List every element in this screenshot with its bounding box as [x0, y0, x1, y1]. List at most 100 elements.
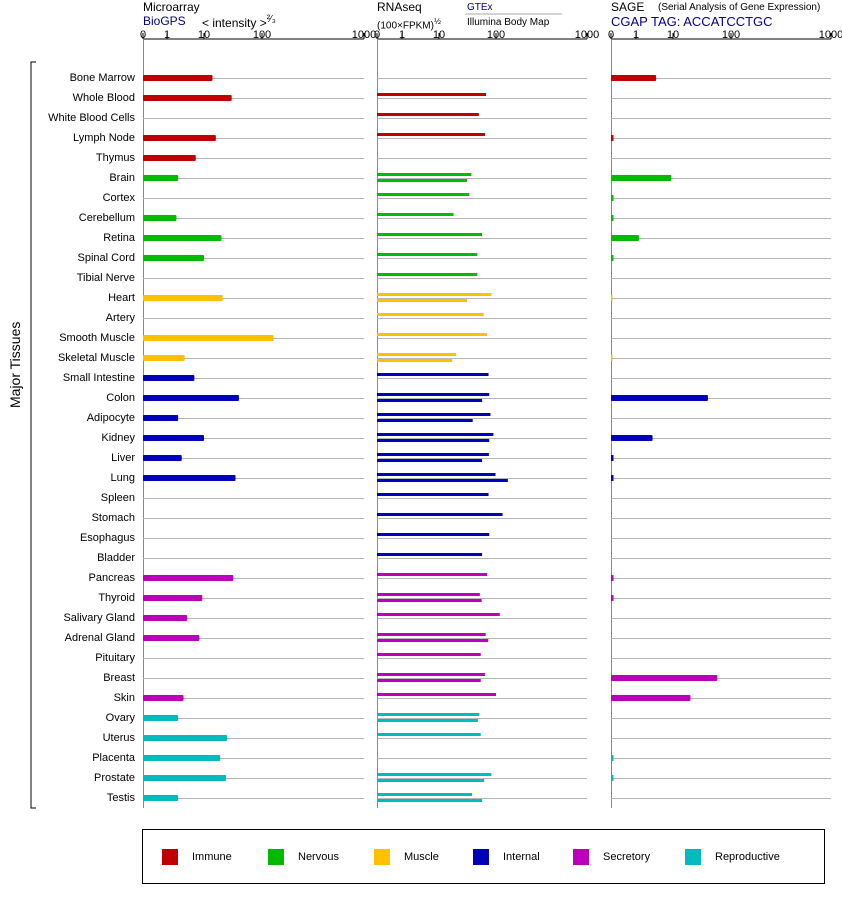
microarray-bar: [143, 175, 179, 181]
tissue-label: Breast: [103, 672, 135, 684]
sage-bar: [611, 695, 691, 701]
tissue-label: Kidney: [101, 432, 135, 444]
microarray-bar: [143, 435, 204, 441]
rnaseq-gtex-bar: [377, 573, 488, 576]
rnaseq-gtex-bar: [377, 133, 485, 136]
tissue-label: Ovary: [105, 712, 135, 724]
rnaseq-illumina-bar: [377, 799, 483, 802]
sage-title: SAGE: [611, 0, 645, 14]
rnaseq-gtex-bar: [377, 193, 470, 196]
microarray-scale: < intensity >²⁄₃: [202, 14, 276, 30]
rnaseq-gtex-bar: [377, 793, 473, 796]
sage-bar: [611, 755, 614, 761]
sage-bar: [611, 295, 613, 301]
legend-swatch: [573, 849, 589, 865]
sage-subtitle: (Serial Analysis of Gene Expression): [658, 2, 821, 13]
sage-bar: [611, 355, 613, 361]
tissue-label: Artery: [105, 312, 135, 324]
microarray-bar: [143, 455, 182, 461]
microarray-bar: [143, 95, 232, 101]
microarray-title: Microarray: [143, 0, 200, 14]
microarray-bar: [143, 635, 200, 641]
microarray-source: BioGPS: [143, 14, 186, 28]
rnaseq-illumina-bar: [377, 599, 482, 602]
sage-bar: [611, 475, 614, 481]
microarray-bar: [143, 775, 227, 781]
rnaseq-gtex-bar: [377, 773, 492, 776]
microarray-bar: [143, 395, 239, 401]
rnaseq-gtex-bar: [377, 333, 488, 336]
tissue-label: Adipocyte: [86, 412, 135, 424]
sage-bar: [611, 775, 614, 781]
tissue-label: Pituitary: [95, 652, 135, 664]
tissue-label: Skeletal Muscle: [57, 352, 135, 364]
tissue-label: Thymus: [95, 152, 135, 164]
rnaseq-gtex-bar: [377, 633, 486, 636]
legend-label: Internal: [503, 851, 540, 863]
sage-bar: [611, 175, 672, 181]
tissue-label: Heart: [108, 292, 135, 304]
tissue-label: Uterus: [102, 732, 135, 744]
rnaseq-gtex-bar: [377, 733, 481, 736]
tissue-label: Stomach: [91, 512, 135, 524]
rnaseq-gtex-bar: [377, 293, 492, 296]
rnaseq-illumina-bar: [377, 439, 490, 442]
rnaseq-gtex-bar: [377, 673, 485, 676]
legend-label: Muscle: [404, 851, 439, 863]
legend-swatch: [685, 849, 701, 865]
rnaseq-scale-label: (100×FPKM): [377, 20, 434, 32]
tissue-label: Cortex: [102, 192, 135, 204]
rnaseq-illumina-bar: [377, 419, 473, 422]
sage-bar: [611, 395, 708, 401]
legend-swatch: [268, 849, 284, 865]
tissue-label: Placenta: [92, 752, 135, 764]
legend: Immune Nervous Muscle Internal Secretory Repr…: [142, 829, 825, 884]
rnaseq-gtex-bar: [377, 453, 489, 456]
rnaseq-gtex-bar: [377, 553, 483, 556]
sage-bar: [611, 435, 653, 441]
rnaseq-gtex-bar: [377, 373, 489, 376]
rnaseq-gtex-bar: [377, 533, 490, 536]
tissue-label: Adrenal Gland: [64, 632, 135, 644]
rnaseq-gtex-bar: [377, 393, 490, 396]
tissue-label: Thyroid: [98, 592, 135, 604]
rnaseq-illumina-bar: [377, 299, 468, 302]
legend-swatch: [473, 849, 489, 865]
tissue-label: White Blood Cells: [48, 112, 135, 124]
tissue-label: Skin: [113, 692, 135, 704]
rnaseq-gtex-bar: [377, 653, 481, 656]
rnaseq-scale-exp: ½: [433, 16, 441, 26]
rnaseq-illumina-bar: [377, 719, 478, 722]
rnaseq-illumina-bar: [377, 359, 453, 362]
rnaseq-source-illumina: Illumina Body Map: [467, 17, 550, 28]
legend-label: Nervous: [298, 851, 339, 863]
rnaseq-illumina-bar: [377, 399, 483, 402]
tissue-label: Retina: [103, 232, 135, 244]
sage-bar: [611, 455, 614, 461]
rnaseq-gtex-bar: [377, 693, 496, 696]
rnaseq-gtex-bar: [377, 173, 472, 176]
tissue-label: Pancreas: [88, 572, 135, 584]
microarray-bar: [143, 795, 179, 801]
tissue-label: Spinal Cord: [77, 252, 135, 264]
rnaseq-gtex-bar: [377, 273, 478, 276]
tissue-label: Brain: [109, 172, 135, 184]
microarray-bar: [143, 615, 188, 621]
rnaseq-source-gtex: GTEx: [467, 2, 493, 13]
tissue-label: Liver: [111, 452, 135, 464]
sage-bar: [611, 135, 614, 141]
rnaseq-gtex-bar: [377, 713, 480, 716]
legend-label: Immune: [192, 851, 232, 863]
tissue-bracket: [30, 61, 36, 809]
tissue-label: Small Intestine: [62, 372, 135, 384]
microarray-bar: [143, 235, 222, 241]
microarray-scale-label: < intensity >: [202, 16, 267, 30]
microarray-bar: [143, 715, 179, 721]
rnaseq-gtex-bar: [377, 613, 500, 616]
rnaseq-scale: (100×FPKM)½: [377, 16, 441, 31]
tissue-label: Testis: [106, 792, 135, 804]
tissue-label: Esophagus: [79, 532, 135, 544]
microarray-bar: [143, 335, 274, 341]
rnaseq-illumina-bar: [377, 679, 481, 682]
